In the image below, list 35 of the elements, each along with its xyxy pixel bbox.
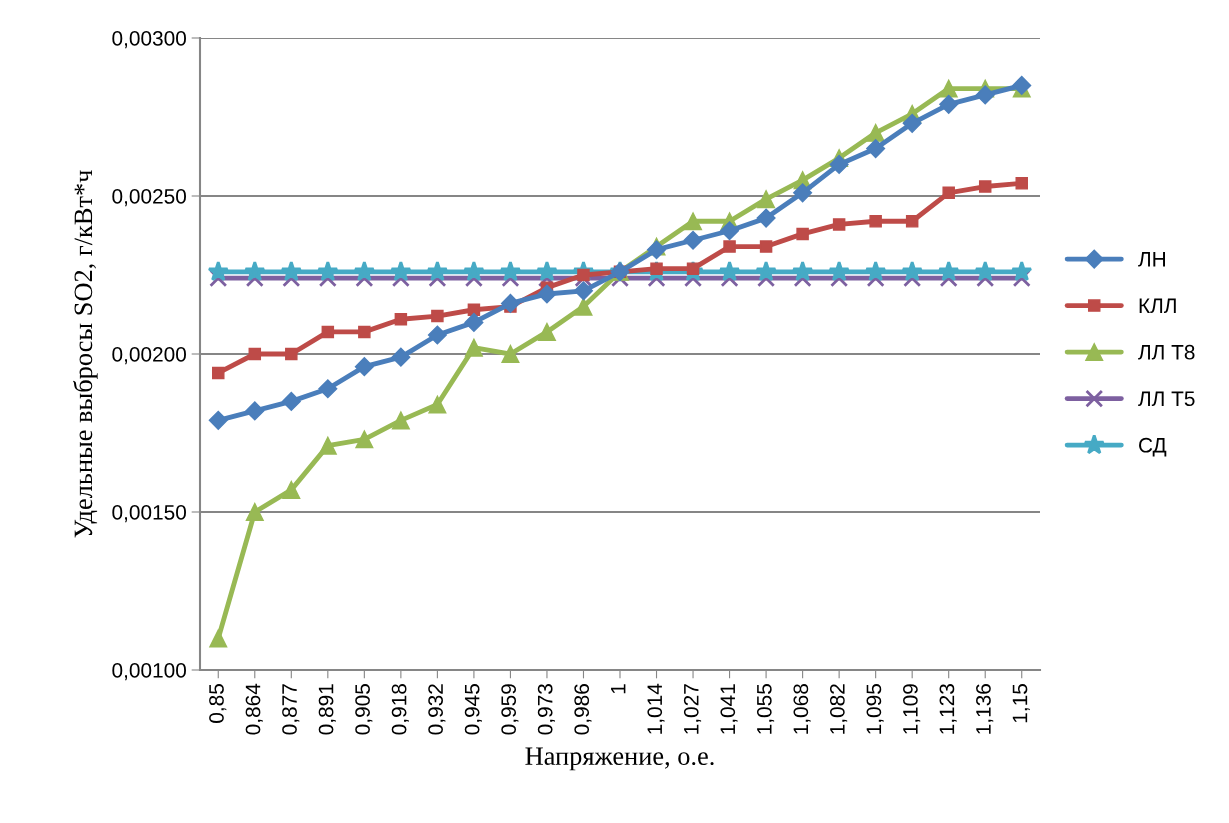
x-tick-label: 0,959 xyxy=(501,684,519,735)
y-tick-label: 0,00250 xyxy=(112,189,186,207)
x-tick-label: 0,905 xyxy=(355,684,373,735)
x-tick-label: 0,85 xyxy=(209,684,227,723)
legend-label: ЛЛ Т5 xyxy=(1138,391,1195,407)
x-tick-label: 0,945 xyxy=(464,684,482,735)
x-tick-label: 1,095 xyxy=(866,684,884,734)
y-tick-label: 0,00100 xyxy=(112,663,186,681)
x-tick-label: 0,891 xyxy=(318,684,336,735)
x-tick-label: 1,041 xyxy=(720,684,738,734)
y-axis-title: Удельные выбросы SO2, г/кВт*ч xyxy=(73,170,98,538)
x-tick-label: 1,15 xyxy=(1012,684,1030,723)
x-axis-title: Напряжение, о.е. xyxy=(525,747,714,771)
x-tick-label: 1 xyxy=(611,684,626,694)
x-tick-label: 0,918 xyxy=(391,684,409,735)
x-tick-label: 1,123 xyxy=(939,684,957,734)
legend-label: ЛН xyxy=(1138,252,1165,267)
x-tick-label: 0,877 xyxy=(282,684,300,735)
x-tick-label: 0,932 xyxy=(428,684,446,735)
x-tick-label: 1,068 xyxy=(793,684,811,734)
x-tick-label: 1,109 xyxy=(903,684,921,734)
x-tick-label: 0,973 xyxy=(537,684,556,735)
x-tick-label: 0,864 xyxy=(245,683,263,735)
x-tick-label: 1,014 xyxy=(647,683,665,734)
x-tick-label: 0,986 xyxy=(574,684,592,735)
x-tick-label: 1,055 xyxy=(756,684,775,734)
x-tick-label: 1,027 xyxy=(683,684,702,734)
x-tick-label: 1,082 xyxy=(829,684,848,734)
legend-label: СД xyxy=(1139,437,1167,457)
x-tick-label: 1,136 xyxy=(976,684,994,734)
y-tick-label: 0,00150 xyxy=(112,505,186,523)
legend-label: ЛЛ Т8 xyxy=(1138,344,1195,360)
y-tick-label: 0,00300 xyxy=(112,31,186,49)
y-tick-label: 0,00200 xyxy=(112,347,186,365)
legend-label: КЛЛ xyxy=(1139,298,1176,314)
